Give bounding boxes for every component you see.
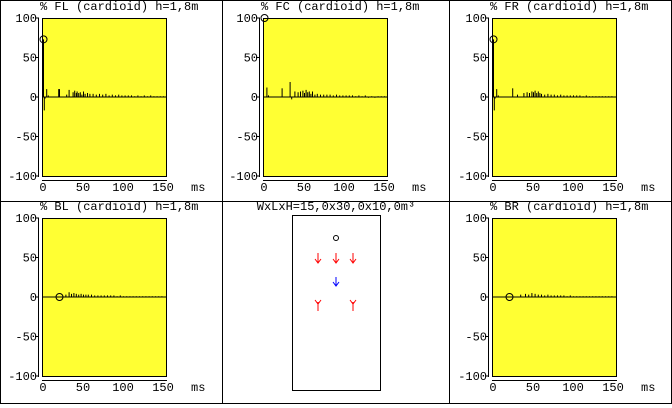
y-tick-label: 0 xyxy=(480,291,487,305)
y-tick-label: -50 xyxy=(465,131,487,145)
room-dimensions-label: WxLxH=15,0x30,0x10,0m³ xyxy=(257,200,415,214)
x-axis-label: ms xyxy=(191,381,205,395)
x-axis-label: ms xyxy=(191,181,205,195)
x-tick-label: 50 xyxy=(297,181,311,195)
speaker-bl-icon xyxy=(314,299,322,311)
chart-title: % BR (cardioid) h=1,8m xyxy=(490,200,648,214)
y-tick-label: -50 xyxy=(236,131,258,145)
y-tick-label: 50 xyxy=(473,252,487,266)
y-tick-label: 50 xyxy=(473,52,487,66)
x-axis-label: ms xyxy=(641,181,655,195)
x-tick-label: 100 xyxy=(333,181,355,195)
chart-title: % FR (cardioid) h=1,8m xyxy=(490,0,648,14)
direct-sound-marker xyxy=(505,293,514,301)
y-tick-label: 0 xyxy=(480,91,487,105)
subwoofer-icon xyxy=(332,277,340,287)
x-tick-label: 100 xyxy=(562,181,584,195)
y-tick-label: 50 xyxy=(23,52,37,66)
direct-sound-marker xyxy=(489,35,498,44)
x-tick-label: 50 xyxy=(526,381,540,395)
chart-title: % BL (cardioid) h=1,8m xyxy=(40,200,198,214)
x-tick-label: 150 xyxy=(152,381,174,395)
x-tick-label: 150 xyxy=(602,181,624,195)
chart-title: % FC (cardioid) h=1,8m xyxy=(261,0,419,14)
y-tick-label: 100 xyxy=(465,12,487,26)
x-tick-label: 50 xyxy=(76,381,90,395)
y-tick-label: -100 xyxy=(8,370,37,384)
x-tick-label: 100 xyxy=(112,381,134,395)
listener-icon xyxy=(333,235,339,241)
chart-title: % FL (cardioid) h=1,8m xyxy=(40,0,198,14)
y-tick-label: -50 xyxy=(15,331,37,345)
y-tick-label: -50 xyxy=(15,131,37,145)
x-axis-label: ms xyxy=(641,381,655,395)
y-tick-label: -100 xyxy=(458,370,487,384)
y-tick-label: 100 xyxy=(465,212,487,226)
y-tick-label: 50 xyxy=(244,52,258,66)
x-tick-label: 0 xyxy=(39,381,46,395)
x-tick-label: 100 xyxy=(562,381,584,395)
speaker-br-icon xyxy=(349,299,357,311)
x-tick-label: 50 xyxy=(526,181,540,195)
speaker-fc-icon xyxy=(332,253,340,264)
y-tick-label: 50 xyxy=(23,252,37,266)
direct-sound-marker xyxy=(260,14,269,22)
x-tick-label: 0 xyxy=(260,181,267,195)
x-tick-label: 150 xyxy=(373,181,395,195)
y-tick-label: 0 xyxy=(251,91,258,105)
speaker-fl-icon xyxy=(314,253,322,264)
x-tick-label: 150 xyxy=(152,181,174,195)
direct-sound-marker xyxy=(55,293,64,301)
x-tick-label: 0 xyxy=(489,181,496,195)
y-tick-label: -100 xyxy=(8,170,37,184)
y-tick-label: 100 xyxy=(15,12,37,26)
y-tick-label: 0 xyxy=(30,291,37,305)
room-outline xyxy=(292,215,381,391)
x-tick-label: 150 xyxy=(602,381,624,395)
y-tick-label: -100 xyxy=(458,170,487,184)
x-axis-label: ms xyxy=(412,181,426,195)
x-tick-label: 100 xyxy=(112,181,134,195)
x-tick-label: 0 xyxy=(489,381,496,395)
x-tick-label: 0 xyxy=(39,181,46,195)
direct-sound-marker xyxy=(39,35,48,44)
y-tick-label: 0 xyxy=(30,91,37,105)
y-tick-label: -50 xyxy=(465,331,487,345)
x-tick-label: 50 xyxy=(76,181,90,195)
y-tick-label: 100 xyxy=(15,212,37,226)
room-panel: WxLxH=15,0x30,0x10,0m³ xyxy=(257,200,415,391)
speaker-fr-icon xyxy=(349,253,357,264)
y-tick-label: -100 xyxy=(229,170,258,184)
y-tick-label: 100 xyxy=(236,12,258,26)
